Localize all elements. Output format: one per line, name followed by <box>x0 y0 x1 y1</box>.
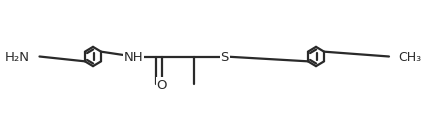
Text: O: O <box>157 78 167 91</box>
Text: CH₃: CH₃ <box>398 51 421 63</box>
Text: S: S <box>221 51 229 63</box>
Text: H₂N: H₂N <box>4 51 29 63</box>
Text: NH: NH <box>124 51 143 63</box>
